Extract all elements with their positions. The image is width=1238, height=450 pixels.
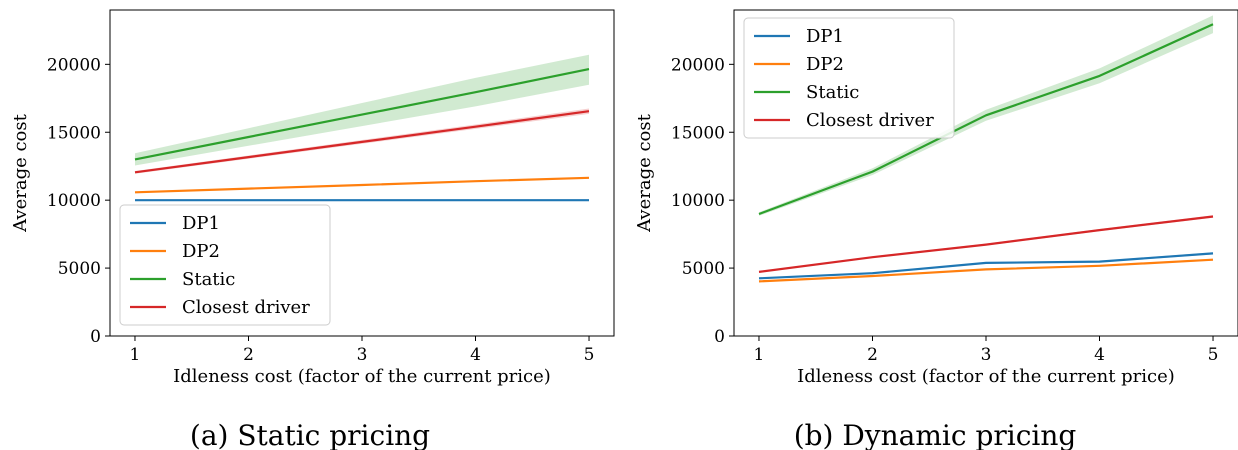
series-line-dp1 (758, 252, 1214, 280)
x-tick-label: 3 (981, 345, 992, 365)
x-tick-label: 5 (1208, 345, 1219, 365)
y-tick-label: 10000 (47, 191, 101, 211)
x-tick-label: 1 (130, 345, 141, 365)
legend-label: DP1 (806, 26, 844, 47)
figure-caption: (b) Dynamic pricing (794, 419, 1077, 450)
legend-label: Closest driver (806, 110, 934, 131)
legend-label: DP1 (182, 213, 220, 234)
legend-label: DP2 (182, 241, 220, 262)
y-tick-label: 20000 (671, 55, 725, 75)
series-line-dp2 (758, 258, 1214, 283)
series-line-dp2 (134, 176, 590, 194)
x-tick-label: 4 (1094, 345, 1105, 365)
x-tick-label: 4 (470, 345, 481, 365)
legend-label: Closest driver (182, 297, 310, 318)
series-band-static (135, 54, 589, 166)
y-tick-label: 15000 (671, 123, 725, 143)
x-tick-label: 3 (357, 345, 368, 365)
legend-label: Static (806, 82, 859, 103)
legend-box (743, 17, 955, 139)
y-tick-label: 0 (714, 327, 725, 347)
y-axis-label: Average cost (634, 113, 655, 232)
series-line-static (758, 23, 1214, 216)
x-axis-label: Idleness cost (factor of the current pri… (797, 366, 1175, 387)
legend-label: Static (182, 269, 235, 290)
y-tick-label: 5000 (682, 259, 725, 279)
x-tick-label: 5 (584, 345, 595, 365)
x-tick-label: 2 (867, 345, 878, 365)
y-tick-label: 15000 (47, 123, 101, 143)
legend-label: DP2 (806, 54, 844, 75)
chart-dynamic-pricing: 1 2 3 4 5 0 5000 10000 15000 20000 Idleness cost (… (634, 9, 1238, 450)
legend-box (119, 204, 331, 326)
y-tick-label: 10000 (671, 191, 725, 211)
series-line-static (134, 68, 590, 161)
y-tick-label: 20000 (47, 55, 101, 75)
figure-caption: (a) Static pricing (190, 419, 430, 450)
x-tick-label: 2 (243, 345, 254, 365)
y-tick-label: 0 (90, 327, 101, 347)
x-tick-label: 1 (754, 345, 765, 365)
chart-static-pricing: 1 2 3 4 5 0 5000 10000 15000 20000 Idleness cost (… (10, 9, 615, 450)
y-tick-label: 5000 (58, 259, 101, 279)
y-axis-label: Average cost (10, 113, 31, 232)
series-line-closest-driver (758, 215, 1214, 273)
x-axis-label: Idleness cost (factor of the current pri… (173, 366, 551, 387)
